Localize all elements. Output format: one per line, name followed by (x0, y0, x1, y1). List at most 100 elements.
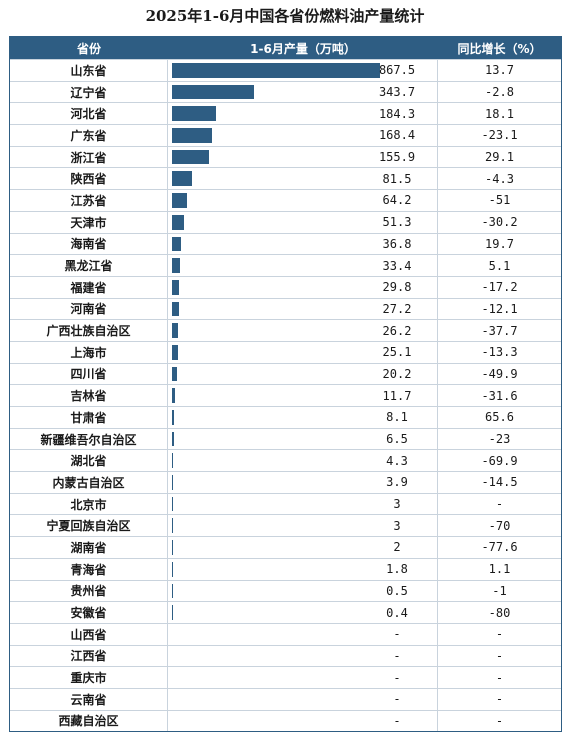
province-cell: 云南省 (10, 688, 168, 710)
output-cell: 3 (168, 493, 438, 515)
table-row: 湖北省 4.3 -69.9 (10, 449, 561, 472)
province-cell: 浙江省 (10, 146, 168, 168)
province-cell: 海南省 (10, 233, 168, 255)
table-row: 吉林省 11.7 -31.6 (10, 384, 561, 406)
table-row: 新疆维吾尔自治区 6.5 -23 (10, 427, 561, 450)
yoy-cell: -31.6 (481, 388, 518, 403)
province-cell: 黑龙江省 (10, 255, 168, 276)
yoy-cell: - (495, 692, 504, 707)
output-cell: 29.8 (168, 276, 438, 298)
table-row: 重庆市 - - (10, 666, 561, 688)
province-cell: 陕西省 (10, 168, 168, 190)
output-bar (172, 323, 179, 338)
table-row: 福建省 29.8 -17.2 (10, 275, 561, 298)
header-province: 省份 (76, 41, 101, 56)
output-bar (172, 431, 174, 447)
output-cell: 11.7 (168, 385, 438, 406)
output-value: - (393, 648, 401, 663)
output-bar (172, 301, 179, 317)
table-row: 黑龙江省 33.4 5.1 (10, 254, 561, 276)
province-cell: 广西壮族自治区 (10, 320, 168, 341)
yoy-cell: -12.1 (481, 301, 518, 316)
output-bar (172, 475, 173, 490)
output-value: 0.5 (386, 583, 408, 598)
output-value: - (393, 670, 401, 685)
yoy-cell: -23.1 (481, 128, 518, 143)
yoy-cell: - (495, 497, 504, 512)
yoy-cell: -77.6 (481, 540, 518, 555)
output-bar (172, 388, 175, 403)
yoy-cell: 18.1 (485, 106, 514, 121)
output-value: 6.5 (386, 432, 408, 447)
output-bar (172, 63, 380, 78)
header-yoy: 同比增长（%） (457, 41, 542, 56)
table-row: 贵州省 0.5 -1 (10, 579, 561, 602)
output-value: 25.1 (382, 345, 412, 360)
output-cell: 155.9 (168, 146, 438, 168)
output-value: 168.4 (378, 128, 416, 143)
output-cell: 0.4 (168, 602, 438, 623)
header-output: 1-6月产量（万吨） (250, 41, 356, 56)
output-value: 3 (393, 497, 401, 512)
table-body: 山东省 867.5 13.7 辽宁省 343.7 -2.8 河北省 184.3 18.1 广东省 1… (10, 59, 561, 732)
table-row: 陕西省 81.5 -4.3 (10, 167, 561, 190)
province-cell: 吉林省 (10, 385, 168, 406)
output-cell: 184.3 (168, 103, 438, 125)
yoy-cell: -80 (488, 605, 511, 620)
province-cell: 山西省 (10, 623, 168, 645)
output-value: 51.3 (382, 215, 412, 230)
output-cell: 64.2 (168, 190, 438, 211)
province-cell: 四川省 (10, 363, 168, 385)
province-cell: 青海省 (10, 558, 168, 580)
table-row: 上海市 25.1 -13.3 (10, 340, 561, 363)
table-row: 西藏自治区 - - (10, 709, 561, 732)
province-cell: 西藏自治区 (10, 710, 168, 732)
chart-title: 2025年1-6月中国各省份燃料油产量统计 (145, 7, 425, 25)
table-row: 天津市 51.3 -30.2 (10, 210, 561, 233)
province-cell: 宁夏回族自治区 (10, 515, 168, 537)
output-value: 8.1 (386, 410, 408, 425)
yoy-cell: - (495, 627, 504, 642)
yoy-cell: - (495, 670, 504, 685)
table-row: 广东省 168.4 -23.1 (10, 124, 561, 146)
yoy-cell: -1 (492, 583, 507, 598)
yoy-cell: - (495, 648, 504, 663)
province-cell: 贵州省 (10, 580, 168, 602)
output-bar (172, 279, 180, 295)
output-value: - (393, 627, 401, 642)
table-row: 安徽省 0.4 -80 (10, 601, 561, 623)
output-cell: - (168, 623, 438, 645)
province-cell: 上海市 (10, 341, 168, 363)
output-value: 3.9 (386, 475, 408, 490)
yoy-cell: -49.9 (481, 366, 518, 381)
output-cell: 27.2 (168, 298, 438, 320)
yoy-cell: -23 (488, 432, 511, 447)
output-bar (172, 128, 213, 143)
output-bar (172, 193, 188, 208)
output-value: 33.4 (382, 258, 412, 273)
output-value: 20.2 (382, 366, 412, 381)
output-value: 2 (393, 540, 401, 555)
province-cell: 福建省 (10, 276, 168, 298)
province-cell: 湖南省 (10, 537, 168, 558)
output-cell: - (168, 710, 438, 732)
output-value: 64.2 (382, 193, 412, 208)
data-table: 省份 1-6月产量（万吨） 同比增长（%） 山东省 867.5 13.7 辽宁省 343… (9, 36, 562, 733)
table-row: 广西壮族自治区 26.2 -37.7 (10, 319, 561, 341)
province-cell: 天津市 (10, 211, 168, 233)
province-cell: 北京市 (10, 493, 168, 515)
output-value: 4.3 (386, 453, 408, 468)
output-value: 26.2 (382, 323, 412, 338)
output-value: 36.8 (382, 236, 412, 251)
table-row: 山东省 867.5 13.7 (10, 59, 561, 81)
table-row: 海南省 36.8 19.7 (10, 232, 561, 255)
table-row: 山西省 - - (10, 622, 561, 645)
yoy-cell: -17.2 (481, 280, 518, 295)
output-bar (172, 258, 180, 273)
output-cell: 168.4 (168, 125, 438, 146)
table-row: 四川省 20.2 -49.9 (10, 362, 561, 385)
output-cell: 33.4 (168, 255, 438, 276)
output-bar (172, 84, 255, 100)
yoy-cell: -37.7 (481, 323, 518, 338)
province-cell: 山东省 (10, 60, 168, 81)
